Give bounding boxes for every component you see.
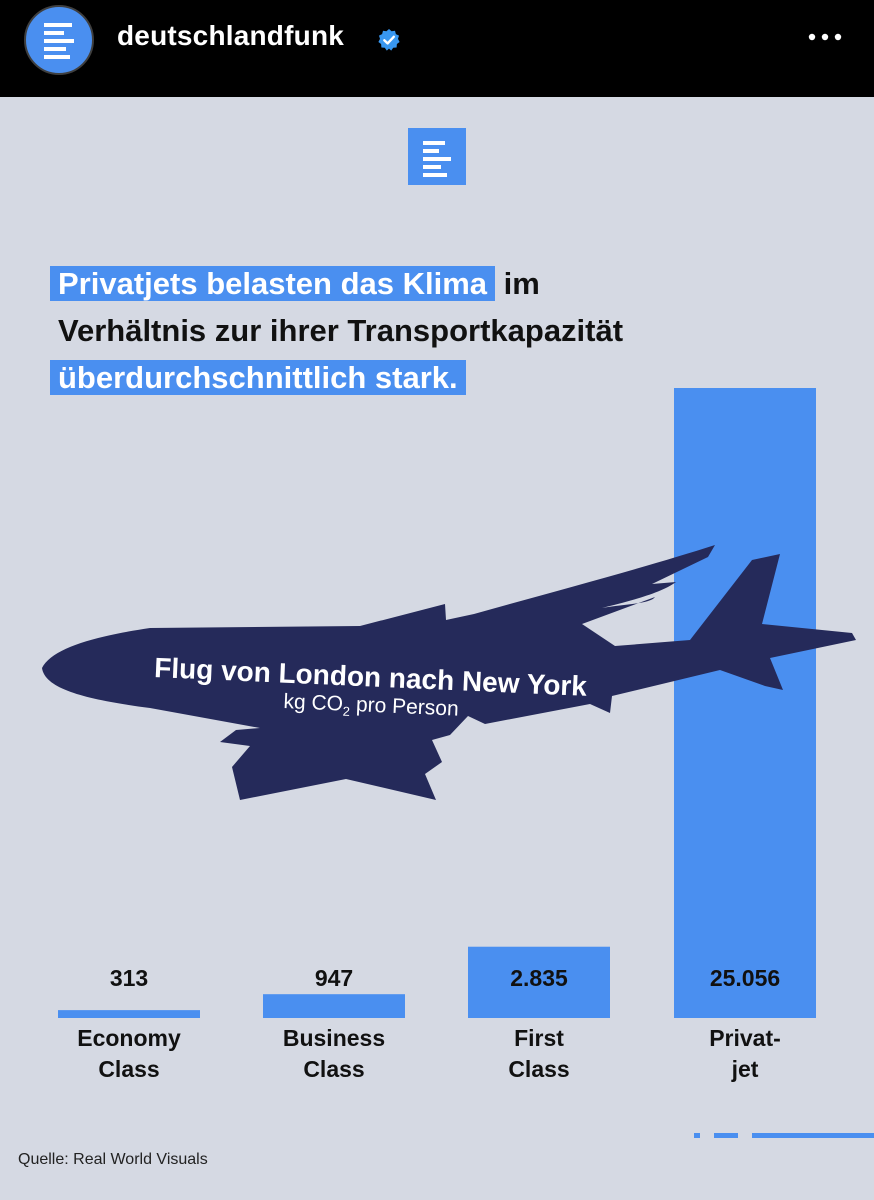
value-label-1: 313 (110, 965, 148, 991)
value-label-3: 2.835 (510, 965, 568, 991)
headline-line-1: Privatjets belasten das Klima im (50, 264, 540, 304)
bar-2 (263, 994, 405, 1018)
post-header: deutschlandfunk (0, 0, 874, 97)
unit-prefix: kg CO (282, 690, 344, 716)
category-label-2-line-1: Business (283, 1025, 385, 1051)
more-horizontal-icon[interactable] (804, 22, 846, 52)
verified-badge-icon (378, 29, 400, 51)
labels-layer: 313 Economy Class 947 Business Class 2.835 Firs… (77, 965, 781, 1082)
bar-3 (468, 946, 610, 1018)
headline-highlight-3: überdurchschnittlich stark. (50, 360, 466, 395)
category-label-4-line-1: Privat- (709, 1025, 781, 1051)
headline-highlight-1: Privatjets belasten das Klima (50, 266, 496, 301)
unit-suffix: pro Person (349, 692, 460, 721)
carousel-indicator (694, 1133, 874, 1138)
value-label-4: 25.056 (710, 965, 780, 991)
deutschlandfunk-logo-icon (44, 23, 74, 59)
headline-line-2: Verhältnis zur ihrer Transportkapazität (58, 313, 624, 348)
bar-4 (674, 388, 816, 1018)
headline-line-3: überdurchschnittlich stark. (50, 358, 466, 398)
bars-layer (58, 388, 816, 1018)
headline-line-1-rest: im (503, 266, 540, 301)
category-label-2-line-2: Class (303, 1056, 364, 1082)
category-label-3-line-1: First (514, 1025, 564, 1051)
category-label-4-line-2: jet (731, 1056, 759, 1082)
brand-logo (408, 128, 466, 185)
category-label-1-line-1: Economy (77, 1025, 181, 1051)
source-credit: Quelle: Real World Visuals (18, 1151, 208, 1168)
value-label-2: 947 (315, 965, 353, 991)
category-label-3-line-2: Class (508, 1056, 569, 1082)
account-name[interactable]: deutschlandfunk (117, 20, 345, 51)
deutschlandfunk-logo-icon (423, 141, 451, 177)
account-avatar[interactable] (24, 5, 94, 75)
bar-1 (58, 1010, 200, 1018)
category-label-1-line-2: Class (98, 1056, 159, 1082)
airplane-silhouette (42, 545, 856, 800)
